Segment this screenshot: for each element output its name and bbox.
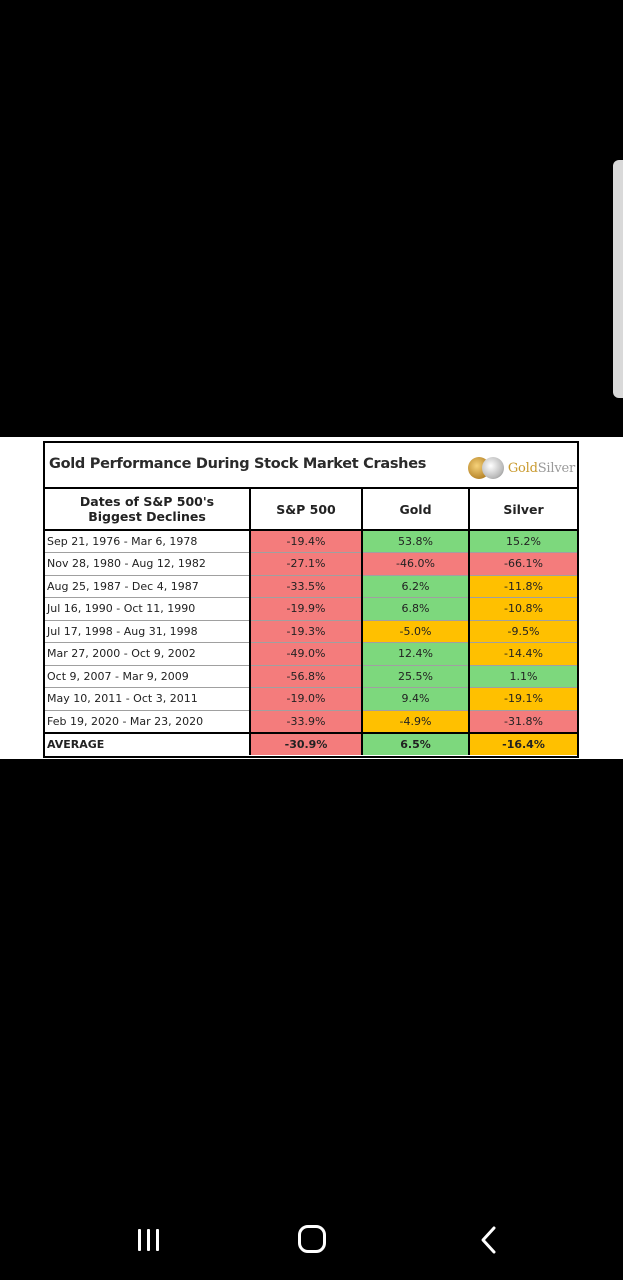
recents-icon <box>138 1229 164 1251</box>
row-sp500: -19.0% <box>250 687 363 711</box>
crash-performance-table: Dates of S&P 500's Biggest Declines S&P … <box>45 489 577 755</box>
average-row: AVERAGE -30.9% 6.5% -16.4% <box>45 731 577 755</box>
average-gold: 6.5% <box>362 731 470 755</box>
table-row: Aug 25, 1987 - Dec 4, 1987 -33.5% 6.2% -… <box>45 575 577 598</box>
header-sp500: S&P 500 <box>250 489 363 531</box>
table-row: Nov 28, 1980 - Aug 12, 1982 -27.1% -46.0… <box>45 552 577 576</box>
image-viewer[interactable]: Gold Performance During Stock Market Cra… <box>0 437 623 759</box>
row-silver: -11.8% <box>469 575 577 598</box>
row-dates: Oct 9, 2007 - Mar 9, 2009 <box>45 665 251 688</box>
header-dates-line1: Dates of S&P 500's <box>79 494 215 509</box>
home-icon <box>298 1225 326 1253</box>
table-row: May 10, 2011 - Oct 3, 2011 -19.0% 9.4% -… <box>45 687 577 711</box>
row-sp500: -19.3% <box>250 620 363 643</box>
table-row: Feb 19, 2020 - Mar 23, 2020 -33.9% -4.9%… <box>45 710 577 733</box>
row-silver: -9.5% <box>469 620 577 643</box>
row-dates: Mar 27, 2000 - Oct 9, 2002 <box>45 642 251 666</box>
row-dates: Nov 28, 1980 - Aug 12, 1982 <box>45 552 251 576</box>
goldsilver-logo: GoldSilver <box>467 454 575 482</box>
table-title-bar: Gold Performance During Stock Market Cra… <box>45 443 577 489</box>
row-dates: Sep 21, 1976 - Mar 6, 1978 <box>45 530 251 553</box>
average-label: AVERAGE <box>45 731 251 755</box>
row-gold: 6.8% <box>362 597 470 621</box>
row-gold: 25.5% <box>362 665 470 688</box>
row-gold: 6.2% <box>362 575 470 598</box>
silver-coin-icon <box>481 457 504 479</box>
row-dates: Feb 19, 2020 - Mar 23, 2020 <box>45 710 251 733</box>
row-gold: 12.4% <box>362 642 470 666</box>
row-silver: -31.8% <box>469 710 577 733</box>
table-row: Mar 27, 2000 - Oct 9, 2002 -49.0% 12.4% … <box>45 642 577 666</box>
row-dates: Aug 25, 1987 - Dec 4, 1987 <box>45 575 251 598</box>
logo-gold-word: Gold <box>507 460 538 476</box>
row-sp500: -56.8% <box>250 665 363 688</box>
row-silver: 1.1% <box>469 665 577 688</box>
row-sp500: -33.9% <box>250 710 363 733</box>
table-header-row: Dates of S&P 500's Biggest Declines S&P … <box>45 489 577 531</box>
row-silver: -10.8% <box>469 597 577 621</box>
table-title: Gold Performance During Stock Market Cra… <box>49 456 427 472</box>
row-gold: -5.0% <box>362 620 470 643</box>
header-dates-line2: Biggest Declines <box>88 509 206 524</box>
row-silver: -19.1% <box>469 687 577 711</box>
row-sp500: -27.1% <box>250 552 363 576</box>
logo-text: GoldSilver <box>508 461 575 476</box>
header-gold: Gold <box>362 489 470 531</box>
row-dates: Jul 17, 1998 - Aug 31, 1998 <box>45 620 251 643</box>
performance-table-image: Gold Performance During Stock Market Cra… <box>43 441 579 758</box>
table-row: Oct 9, 2007 - Mar 9, 2009 -56.8% 25.5% 1… <box>45 665 577 688</box>
row-silver: -14.4% <box>469 642 577 666</box>
row-gold: 53.8% <box>362 530 470 553</box>
row-gold: 9.4% <box>362 687 470 711</box>
navigation-bar <box>0 1195 623 1280</box>
row-gold: -4.9% <box>362 710 470 733</box>
row-gold: -46.0% <box>362 552 470 576</box>
row-sp500: -49.0% <box>250 642 363 666</box>
table-row: Jul 16, 1990 - Oct 11, 1990 -19.9% 6.8% … <box>45 597 577 621</box>
header-silver: Silver <box>469 489 577 531</box>
average-silver: -16.4% <box>469 731 577 755</box>
average-sp500: -30.9% <box>250 731 363 755</box>
recents-button[interactable] <box>110 1195 190 1280</box>
row-silver: -66.1% <box>469 552 577 576</box>
scroll-handle[interactable] <box>613 160 623 398</box>
table-row: Jul 17, 1998 - Aug 31, 1998 -19.3% -5.0%… <box>45 620 577 643</box>
row-silver: 15.2% <box>469 530 577 553</box>
row-dates: Jul 16, 1990 - Oct 11, 1990 <box>45 597 251 621</box>
row-sp500: -19.4% <box>250 530 363 553</box>
back-icon <box>481 1226 496 1254</box>
row-sp500: -19.9% <box>250 597 363 621</box>
home-button[interactable] <box>272 1195 352 1280</box>
header-dates: Dates of S&P 500's Biggest Declines <box>45 489 251 531</box>
row-dates: May 10, 2011 - Oct 3, 2011 <box>45 687 251 711</box>
table-row: Sep 21, 1976 - Mar 6, 1978 -19.4% 53.8% … <box>45 530 577 553</box>
logo-silver-word: Silver <box>537 460 575 476</box>
row-sp500: -33.5% <box>250 575 363 598</box>
back-button[interactable] <box>448 1195 528 1280</box>
